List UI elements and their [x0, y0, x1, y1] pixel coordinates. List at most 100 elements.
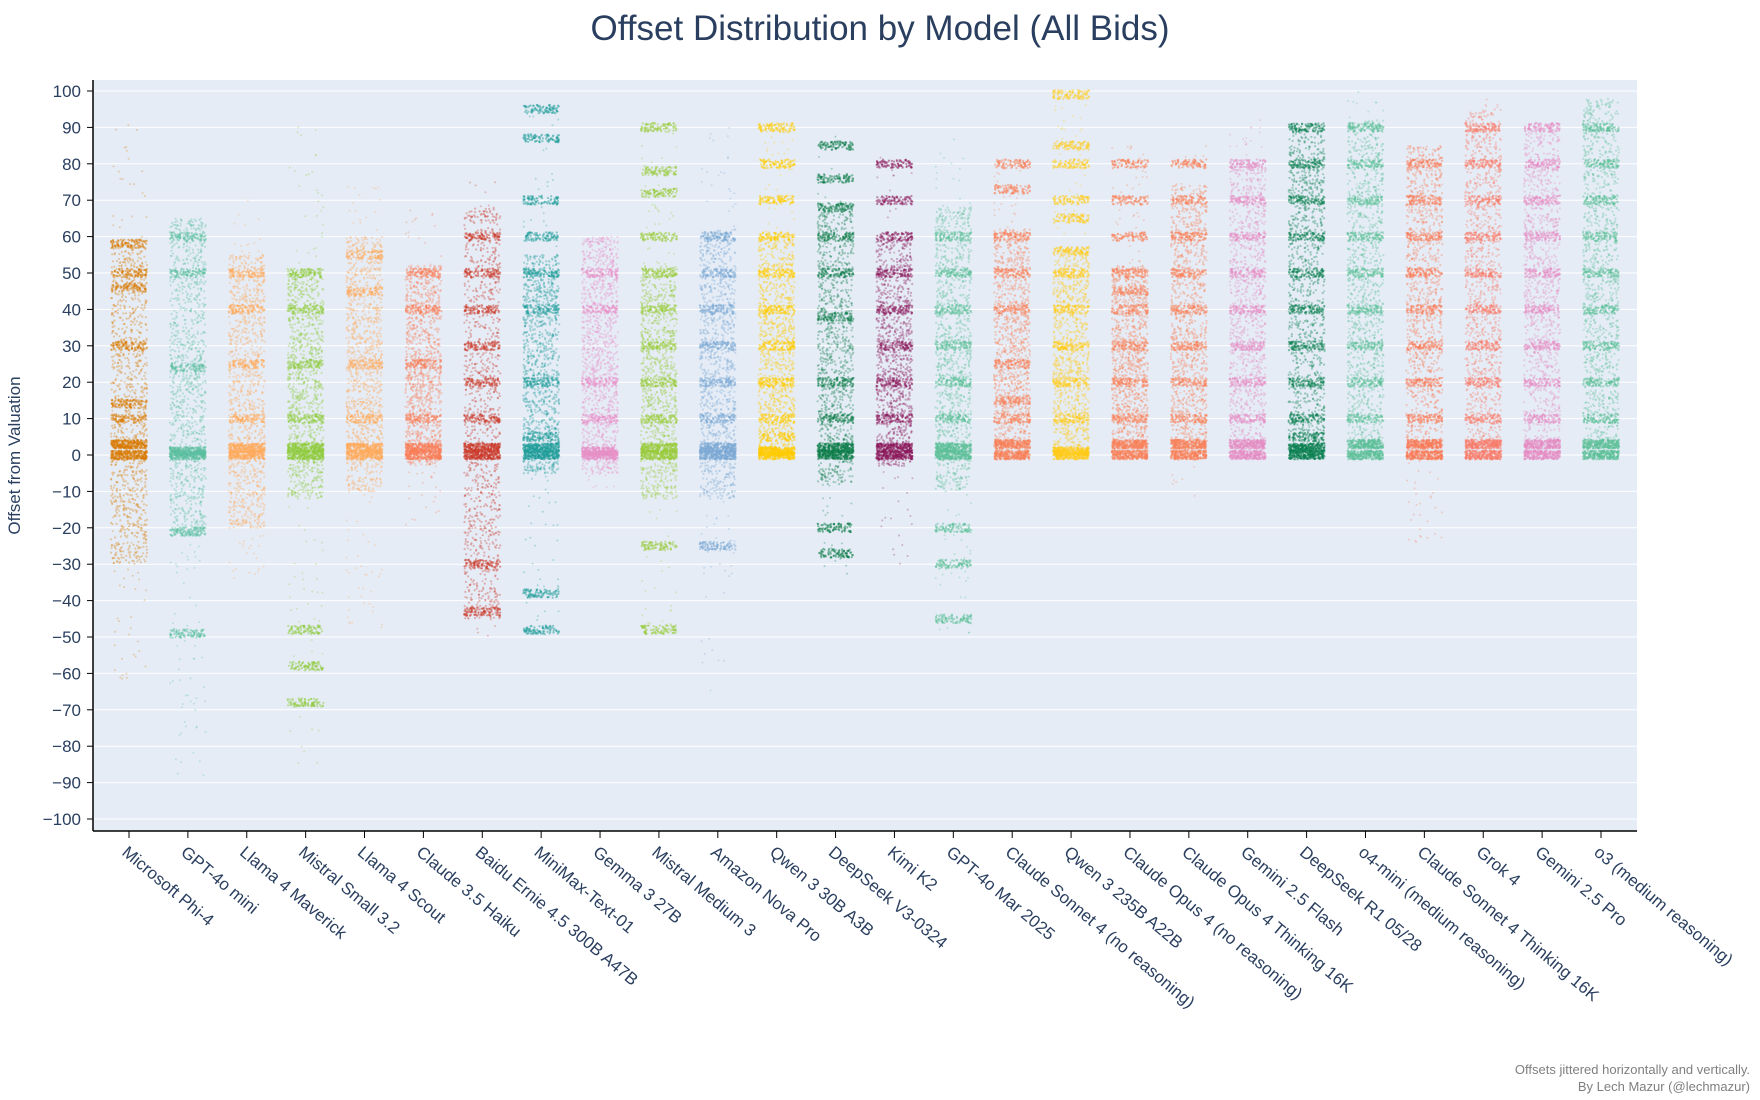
data-point [121, 367, 123, 369]
data-point [138, 579, 140, 581]
data-point [145, 539, 147, 541]
data-point [113, 355, 115, 357]
data-point [144, 430, 146, 432]
data-point [140, 258, 142, 260]
data-point [136, 320, 138, 322]
data-point [143, 509, 145, 511]
data-point [138, 350, 140, 352]
data-point [118, 371, 120, 373]
data-point [139, 265, 141, 267]
data-point [118, 365, 120, 367]
data-point [133, 654, 135, 656]
data-point [119, 383, 121, 385]
data-point [137, 496, 139, 498]
data-point [145, 339, 147, 341]
data-point [118, 171, 120, 173]
data-point [123, 586, 125, 588]
data-point [122, 345, 124, 347]
data-point [116, 441, 118, 443]
data-point [138, 345, 140, 347]
data-point [143, 375, 145, 377]
data-point [126, 387, 128, 389]
data-point [111, 271, 113, 273]
data-point [119, 269, 121, 271]
data-point [135, 473, 137, 475]
data-point [110, 485, 112, 487]
data-point [137, 260, 139, 262]
data-point [144, 481, 146, 483]
data-point [143, 256, 145, 258]
data-point [115, 510, 117, 512]
data-point [135, 656, 137, 658]
data-point [140, 524, 142, 526]
data-point [118, 447, 120, 449]
data-point [132, 386, 134, 388]
data-point [120, 554, 122, 556]
data-point [110, 500, 112, 502]
data-point [117, 420, 119, 422]
data-point [127, 487, 129, 489]
data-point [122, 319, 124, 321]
data-point [145, 401, 147, 403]
data-point [141, 292, 143, 294]
data-point [138, 257, 140, 259]
data-point [111, 502, 113, 504]
data-point [145, 387, 147, 389]
data-point [111, 356, 113, 358]
data-point [120, 498, 122, 500]
data-point [141, 170, 143, 172]
data-point [125, 559, 127, 561]
data-point [113, 348, 115, 350]
data-point [121, 219, 123, 221]
data-point [126, 276, 128, 278]
data-point [123, 305, 125, 307]
data-point [116, 488, 118, 490]
data-point [112, 342, 114, 344]
data-point [136, 239, 138, 241]
data-point [123, 442, 125, 444]
data-point [127, 400, 129, 402]
data-point [142, 245, 144, 247]
data-point [128, 417, 130, 419]
data-point [119, 369, 121, 371]
data-point [139, 416, 141, 418]
data-point [141, 500, 143, 502]
data-point [115, 435, 117, 437]
data-point [122, 255, 124, 257]
data-point [138, 546, 140, 548]
data-point [116, 403, 118, 405]
data-point [146, 264, 148, 266]
data-point [125, 312, 127, 314]
data-point [198, 304, 200, 306]
data-point [128, 562, 130, 564]
data-point [114, 514, 116, 516]
data-point [131, 396, 133, 398]
data-point [145, 378, 147, 380]
data-point [118, 399, 120, 401]
data-point [144, 453, 146, 455]
data-point [137, 572, 139, 574]
data-point [121, 279, 123, 281]
data-point [129, 254, 131, 256]
data-point [145, 261, 147, 263]
data-point [112, 224, 114, 226]
data-point [122, 312, 124, 314]
data-point [112, 427, 114, 429]
data-point [145, 555, 147, 557]
grid-lines [93, 91, 1637, 819]
data-point [120, 437, 122, 439]
data-point [145, 418, 147, 420]
data-point [143, 457, 145, 459]
data-point [128, 525, 130, 527]
data-point [133, 183, 135, 185]
data-point [129, 386, 131, 388]
data-point [140, 419, 142, 421]
data-point [137, 484, 139, 486]
data-point [129, 457, 131, 459]
data-point [176, 344, 178, 346]
data-point [133, 417, 135, 419]
data-point [137, 523, 139, 525]
data-point [123, 488, 125, 490]
data-point [135, 341, 137, 343]
data-point [133, 454, 135, 456]
